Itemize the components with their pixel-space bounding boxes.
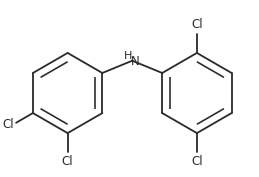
- Text: Cl: Cl: [191, 155, 203, 168]
- Text: N: N: [131, 56, 139, 68]
- Text: Cl: Cl: [191, 18, 203, 31]
- Text: H: H: [124, 51, 132, 61]
- Text: Cl: Cl: [62, 155, 74, 168]
- Text: Cl: Cl: [2, 118, 14, 131]
